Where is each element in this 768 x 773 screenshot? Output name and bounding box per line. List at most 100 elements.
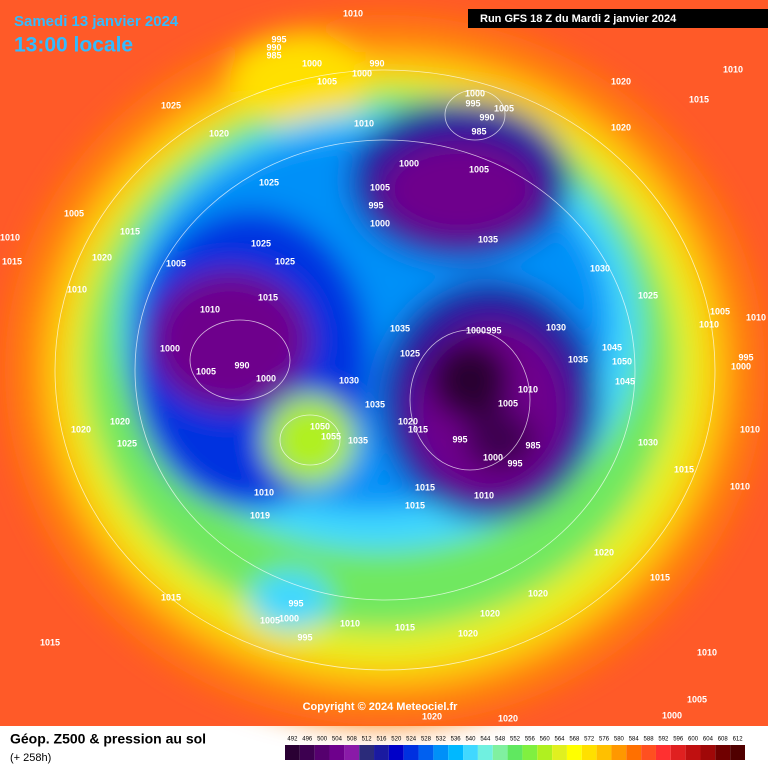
pressure-label: 1000 <box>399 158 419 168</box>
legend-label: 556 <box>525 737 536 743</box>
pressure-label: 1020 <box>528 588 548 598</box>
pressure-label: 1010 <box>518 384 538 394</box>
pressure-label: 1010 <box>340 618 360 628</box>
legend-swatch <box>418 745 434 760</box>
legend-swatch <box>344 745 360 760</box>
pressure-label: 1000 <box>662 710 682 720</box>
pressure-label: 1000 <box>483 452 503 462</box>
pressure-label: 1035 <box>348 435 368 445</box>
pressure-label: 1025 <box>161 100 181 110</box>
pressure-label: 1015 <box>395 622 415 632</box>
legend-swatch <box>537 745 553 760</box>
legend-label: 552 <box>510 737 521 743</box>
legend-label: 580 <box>614 737 625 743</box>
height-field <box>5 15 765 725</box>
pressure-label: 1025 <box>117 438 137 448</box>
footer-lead: (+ 258h) <box>10 752 51 764</box>
pressure-label: 995 <box>297 632 312 642</box>
pressure-label: 1000 <box>465 88 485 98</box>
pressure-label: 1020 <box>209 128 229 138</box>
isobar-lines <box>54 69 716 671</box>
pressure-label: 1010 <box>746 312 766 322</box>
legend-swatch <box>299 745 315 760</box>
legend-swatch <box>374 745 389 760</box>
pressure-label: 1035 <box>390 323 410 333</box>
pressure-label: 1005 <box>317 76 337 86</box>
pressure-label: 990 <box>266 42 281 52</box>
footer-title: Géop. Z500 & pression au sol <box>10 731 206 747</box>
legend-swatch <box>700 745 716 760</box>
legend-swatch <box>285 745 300 760</box>
copyright: Copyright © 2024 Meteociel.fr <box>303 701 459 713</box>
pressure-label: 1025 <box>251 238 271 248</box>
pressure-label: 1010 <box>254 487 274 497</box>
legend-label: 568 <box>569 737 580 743</box>
pressure-label: 1015 <box>161 592 181 602</box>
pressure-label: 995 <box>465 98 480 108</box>
pressure-label: 1010 <box>730 481 750 491</box>
pressure-label: 990 <box>234 360 249 370</box>
legend-swatch <box>581 745 597 760</box>
pressure-label: 1010 <box>474 490 494 500</box>
pressure-label: 1015 <box>40 637 60 647</box>
pressure-label: 1035 <box>365 399 385 409</box>
legend-label: 504 <box>332 737 343 743</box>
pressure-label: 1020 <box>71 424 91 434</box>
pressure-label: 1000 <box>160 343 180 353</box>
pressure-label: 995 <box>507 458 522 468</box>
pressure-label: 1005 <box>469 164 489 174</box>
pressure-label: 1010 <box>67 284 87 294</box>
pressure-label: 1015 <box>408 424 428 434</box>
pressure-label: 1000 <box>256 373 276 383</box>
pressure-label: 1035 <box>478 234 498 244</box>
pressure-label: 1035 <box>568 354 588 364</box>
legend-swatch <box>730 745 745 760</box>
pressure-label: 1000 <box>731 361 751 371</box>
pressure-label: 1005 <box>710 306 730 316</box>
pressure-label: 1020 <box>398 416 418 426</box>
pressure-label: 1005 <box>196 366 216 376</box>
pressure-label: 995 <box>271 34 286 44</box>
pressure-labels: 1010995990985100010059901000102510201025… <box>0 8 766 723</box>
pressure-label: 1005 <box>260 615 280 625</box>
pressure-label: 1015 <box>415 482 435 492</box>
run-box <box>468 9 768 28</box>
legend-label: 592 <box>658 737 669 743</box>
pressure-label: 1005 <box>370 182 390 192</box>
legend-swatch <box>359 745 375 760</box>
legend-swatch <box>388 745 404 760</box>
pressure-label: 1030 <box>546 322 566 332</box>
legend-swatch <box>477 745 493 760</box>
pressure-label: 1050 <box>612 356 632 366</box>
legend-label: 584 <box>629 737 640 743</box>
pressure-label: 1055 <box>321 431 341 441</box>
pressure-label: 1020 <box>92 252 112 262</box>
legend-label: 500 <box>317 737 328 743</box>
pressure-label: 995 <box>452 434 467 444</box>
pressure-label: 1000 <box>302 58 322 68</box>
legend-label: 496 <box>302 737 313 743</box>
legend-label: 532 <box>436 737 447 743</box>
legend-label: 604 <box>703 737 714 743</box>
legend-label: 564 <box>555 737 566 743</box>
pressure-label: 1005 <box>64 208 84 218</box>
pressure-label: 1020 <box>480 608 500 618</box>
legend-swatch <box>596 745 612 760</box>
legend-swatch <box>552 745 567 760</box>
legend-swatch <box>314 745 330 760</box>
pressure-label: 1015 <box>674 464 694 474</box>
pressure-label: 995 <box>368 200 383 210</box>
legend-label: 608 <box>718 737 729 743</box>
legend-label: 544 <box>480 737 491 743</box>
legend-label: 540 <box>465 737 476 743</box>
legend-swatch <box>448 745 464 760</box>
pressure-label: 995 <box>288 598 303 608</box>
pressure-label: 1030 <box>590 263 610 273</box>
legend-label: 560 <box>540 737 551 743</box>
legend-swatch <box>641 745 656 760</box>
pressure-label: 1015 <box>405 500 425 510</box>
pressure-label: 1015 <box>2 256 22 266</box>
pressure-label: 1025 <box>259 177 279 187</box>
pressure-label: 995 <box>738 352 753 362</box>
